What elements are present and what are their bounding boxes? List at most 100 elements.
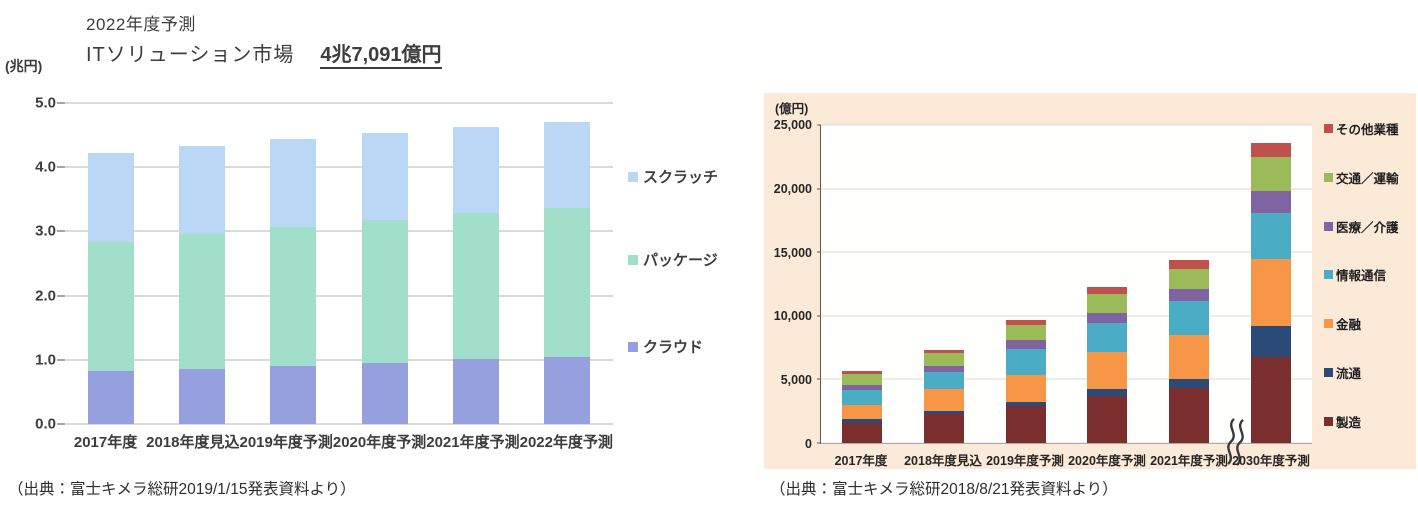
y-tick-label: 0 (805, 437, 812, 451)
left-chart-x-axis-labels: 2017年度 2018年度見込 2019年度予測 2020年度予測 2021年度予測 20… (65, 431, 613, 452)
right-chart-legend: その他業種 交通／運輸 医療／介護 情報通信 金融 流通 製造 (1324, 119, 1399, 431)
bar-slot (821, 125, 903, 443)
x-tick-label: 2022年度予測 (519, 434, 613, 451)
bar-segment-スクラッチ (87, 153, 134, 243)
bar-2017年度 (841, 125, 882, 443)
legend-swatch (1324, 416, 1333, 426)
bar-segment-パッケージ (178, 233, 225, 369)
legend-swatch (1324, 221, 1333, 231)
bar-segment-情報通信 (1169, 301, 1210, 335)
x-tick-label: 2020年度予測 (332, 434, 427, 451)
x-tick-label: 2021年度予測 (426, 434, 520, 451)
gridline (57, 358, 613, 361)
bar-slot (248, 103, 339, 424)
legend-item: クラウド (628, 336, 703, 357)
bar-segment-クラウド (544, 356, 591, 424)
right-chart-plot-area (817, 124, 1312, 444)
legend-swatch (1324, 319, 1333, 329)
bar-segment-その他業種 (1169, 259, 1210, 269)
legend-label: その他業種 (1336, 123, 1399, 137)
left-chart-plot-area (57, 102, 613, 425)
bar-segment-交通／運輸 (1169, 268, 1210, 290)
bar-slot (1148, 125, 1230, 443)
left-chart-bars (65, 103, 613, 424)
legend-label: 交通／運輸 (1336, 171, 1399, 186)
y-tick-label: 10,000 (773, 309, 812, 324)
bar-segment-金融 (923, 388, 964, 411)
x-tick-label: 2019年度予測 (986, 454, 1064, 468)
left-chart-title-value: 4兆7,091億円 (320, 44, 442, 69)
left-chart-y-unit-label: (兆円) (5, 58, 43, 74)
bar-segment-その他業種 (1251, 142, 1292, 157)
gridline (57, 102, 613, 104)
bar-segment-パッケージ (361, 219, 408, 364)
bar-segment-流通 (1087, 388, 1128, 396)
bar-slot (522, 103, 613, 424)
bar-segment-パッケージ (544, 207, 591, 357)
legend-swatch (1324, 124, 1333, 133)
x-tick-label: 2018年度見込 (146, 434, 240, 451)
bar-segment-交通／運輸 (923, 353, 964, 367)
gridline (57, 230, 613, 233)
bar-segment-金融 (1087, 352, 1128, 389)
bar-2020年度予測 (361, 103, 408, 424)
y-tick-label: 20,000 (773, 181, 812, 196)
bar-segment-パッケージ (87, 242, 134, 371)
legend-label: クラウド (643, 339, 704, 356)
bar-segment-クラウド (452, 359, 499, 424)
x-tick-label: 2017年度 (73, 434, 138, 451)
bar-2017年度 (87, 103, 134, 424)
gridline (817, 378, 1312, 380)
bar-segment-スクラッチ (361, 132, 408, 220)
bar-segment-製造 (1169, 387, 1210, 443)
bar-segment-クラウド (270, 366, 317, 424)
gridline (817, 188, 1312, 190)
bar-segment-流通 (1005, 401, 1046, 407)
bar-segment-スクラッチ (270, 138, 317, 227)
right-chart-x-axis-labels: 2017年度 2018年度見込 2019年度予測 2020年度予測 2021年度予測 20… (820, 450, 1312, 469)
left-chart-title-text: ITソリューション市場 (86, 44, 295, 66)
bar-segment-流通 (1169, 378, 1210, 388)
bar-2019年度予測 (1005, 125, 1046, 443)
legend-item: その他業種 (1324, 119, 1399, 138)
bar-segment-その他業種 (1087, 287, 1128, 295)
gridline (57, 423, 613, 425)
legend-label: 製造 (1336, 415, 1362, 430)
gridline (57, 294, 613, 297)
bar-slot (339, 103, 430, 424)
bar-2020年度予測 (1087, 125, 1128, 443)
bar-slot (430, 103, 521, 424)
x-tick-label: 2020年度予測 (1068, 454, 1146, 468)
legend-item: スクラッチ (628, 166, 718, 187)
x-tick-label: 2019年度予測 (239, 434, 333, 451)
bar-segment-医療／介護 (841, 384, 882, 390)
x-tick-label: 2021年度予測 (1150, 454, 1228, 468)
bar-segment-医療／介護 (1251, 190, 1292, 213)
bar-segment-医療／介護 (1005, 340, 1046, 349)
bar-segment-情報通信 (1251, 212, 1292, 259)
bar-segment-情報通信 (1005, 348, 1046, 375)
bar-segment-情報通信 (1087, 323, 1128, 353)
bar-segment-製造 (1087, 395, 1128, 443)
bar-segment-交通／運輸 (1251, 156, 1292, 191)
bar-segment-医療／介護 (923, 366, 964, 372)
bar-segment-パッケージ (270, 226, 317, 367)
left-chart-legend: スクラッチ パッケージ クラウド (628, 103, 758, 424)
y-tick-label: 5,000 (780, 373, 812, 388)
bar-slot (156, 103, 247, 424)
bar-segment-交通／運輸 (841, 374, 882, 385)
legend-label: 流通 (1336, 367, 1362, 382)
right-chart-bars (821, 125, 1312, 443)
right-chart-y-unit-label: (億円) (775, 102, 809, 116)
legend-item: 製造 (1324, 412, 1399, 431)
gridline (817, 442, 1312, 444)
y-tick-label: 5.0 (35, 94, 56, 112)
legend-swatch (628, 341, 638, 352)
bar-segment-スクラッチ (544, 121, 591, 208)
gridline (57, 166, 613, 169)
bar-segment-クラウド (87, 370, 134, 424)
bar-segment-流通 (841, 419, 882, 424)
legend-label: 情報通信 (1336, 269, 1387, 284)
bar-segment-その他業種 (923, 349, 964, 354)
right-chart-y-axis-labels: 25,000 20,000 15,000 10,000 5,000 0 (764, 118, 812, 451)
